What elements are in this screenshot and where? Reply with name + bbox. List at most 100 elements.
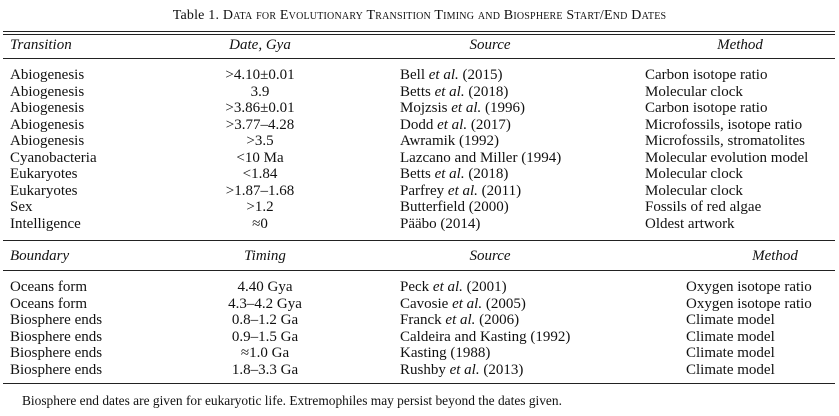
row-method: Microfossils, isotope ratio	[645, 116, 803, 133]
source-year: (2001)	[466, 279, 507, 295]
source-author: Mojzsis	[400, 100, 448, 116]
header-date: Date, Gya	[229, 37, 291, 53]
row-source: Kasting (1988)	[400, 345, 490, 362]
row-source: Butterfield (2000)	[400, 199, 509, 216]
row-source: Pääbo (2014)	[400, 216, 480, 233]
row-label: Oceans form	[10, 295, 88, 312]
row-date: <10 Ma	[236, 149, 284, 166]
row-source: Awramik (1992)	[400, 133, 499, 150]
source-author: Caldeira and Kasting (1992)	[400, 328, 571, 345]
row-source: Betts et al. (2018)	[400, 84, 508, 101]
row-method: Oxygen isotope ratio	[686, 279, 812, 295]
table-row: Abiogenesis 3.9 Betts et al. (2018) Molecul…	[0, 84, 839, 101]
table-row: Eukaryotes <1.84 Betts et al. (2018) Molecu…	[0, 166, 839, 183]
source-etal: et al.	[447, 182, 478, 199]
source-year: (2006)	[479, 312, 520, 328]
top-rule	[3, 31, 835, 32]
table-row: Abiogenesis >3.77–4.28 Dodd et al. (2017) M…	[0, 117, 839, 134]
table-row: Biosphere ends ≈1.0 Ga Kasting (1988) Clima…	[0, 345, 839, 362]
row-date: 0.8–1.2 Ga	[231, 312, 299, 328]
table-title-text: Data for Evolutionary Transition Timing …	[222, 8, 667, 23]
row-date: ≈1.0 Ga	[240, 345, 290, 361]
source-etal: et al.	[445, 312, 476, 328]
row-date: 1.8–3.3 Ga	[231, 361, 299, 378]
table-title: Table 1. Data for Evolutionary Transitio…	[0, 8, 839, 24]
source-author: Bell	[400, 67, 425, 83]
source-author: Rushby	[400, 361, 446, 378]
row-source: Franck et al. (2006)	[400, 312, 519, 329]
header-timing: Timing	[244, 248, 286, 264]
source-author: Peck	[400, 279, 430, 295]
table-row: Eukaryotes >1.87–1.68 Parfrey et al. (2011…	[0, 183, 839, 200]
row-method: Molecular clock	[645, 182, 743, 199]
header-method: Method	[717, 37, 763, 53]
table-row: Abiogenesis >3.5 Awramik (1992) Microfossil…	[0, 133, 839, 150]
row-method: Carbon isotope ratio	[645, 67, 768, 83]
row-method: Oxygen isotope ratio	[686, 295, 812, 312]
row-label: Abiogenesis	[10, 83, 85, 100]
row-label: Abiogenesis	[10, 100, 85, 116]
source-year: (2015)	[462, 67, 503, 83]
source-year: (2013)	[483, 361, 524, 378]
source-etal: et al.	[452, 295, 483, 312]
row-date: 4.40 Gya	[237, 279, 293, 295]
table-row: Abiogenesis >4.10±0.01 Bell et al. (2015) C…	[0, 67, 839, 84]
row-method: Molecular evolution model	[645, 149, 809, 166]
header-source: Source	[469, 37, 511, 53]
row-method: Fossils of red algae	[645, 199, 762, 215]
row-method: Climate model	[686, 361, 775, 378]
row-date: >3.86±0.01	[225, 100, 295, 116]
row-date: >3.5	[246, 133, 274, 149]
row-method: Climate model	[686, 328, 775, 345]
row-date: 3.9	[250, 83, 270, 100]
row-source: Caldeira and Kasting (1992)	[400, 329, 570, 346]
row-source: Betts et al. (2018)	[400, 166, 508, 183]
source-author: Cavosie	[400, 295, 449, 312]
row-source: Lazcano and Miller (1994)	[400, 150, 561, 167]
row-method: Climate model	[686, 345, 775, 361]
boundaries-header-rule	[3, 270, 835, 271]
source-author: Awramik (1992)	[400, 133, 500, 149]
row-date: ≈0	[252, 215, 268, 232]
row-source: Peck et al. (2001)	[400, 279, 507, 296]
row-source: Rushby et al. (2013)	[400, 362, 523, 379]
table-row: Oceans form 4.40 Gya Peck et al. (2001) Oxy…	[0, 279, 839, 296]
source-author: Butterfield (2000)	[400, 199, 509, 215]
row-label: Biosphere ends	[10, 312, 103, 328]
bottom-rule	[3, 383, 835, 384]
row-date: >3.77–4.28	[225, 116, 295, 133]
row-date: >1.2	[246, 199, 274, 215]
source-etal: et al.	[449, 361, 480, 378]
row-date: >1.87–1.68	[225, 182, 295, 199]
row-label: Cyanobacteria	[10, 149, 97, 166]
row-method: Oldest artwork	[645, 215, 735, 232]
source-etal: et al.	[434, 83, 465, 100]
source-author: Pääbo (2014)	[400, 215, 481, 232]
row-method: Microfossils, stromatolites	[645, 133, 805, 149]
row-date: 0.9–1.5 Ga	[231, 328, 299, 345]
source-year: (2018)	[468, 166, 509, 182]
row-label: Eukaryotes	[10, 166, 78, 182]
header-transition: Transition	[10, 37, 72, 53]
source-author: Franck	[400, 312, 442, 328]
transitions-section: Transition Date, Gya Source Method Abiog…	[0, 37, 839, 237]
source-etal: et al.	[432, 279, 463, 295]
row-source: Mojzsis et al. (1996)	[400, 100, 525, 117]
row-source: Parfrey et al. (2011)	[400, 183, 521, 200]
table-row: Biosphere ends 0.9–1.5 Ga Caldeira and Kas…	[0, 329, 839, 346]
source-year: (1996)	[485, 100, 526, 116]
row-method: Carbon isotope ratio	[645, 100, 768, 116]
row-method: Climate model	[686, 312, 775, 328]
source-year: (2005)	[485, 295, 526, 312]
source-author: Dodd	[400, 116, 434, 133]
row-label: Oceans form	[10, 279, 88, 295]
header-boundary: Boundary	[10, 248, 70, 264]
source-author: Parfrey	[400, 182, 445, 199]
row-label: Abiogenesis	[10, 67, 85, 83]
row-label: Abiogenesis	[10, 116, 85, 133]
source-year: (2018)	[468, 83, 509, 100]
middle-rule	[3, 240, 835, 241]
source-author: Lazcano and Miller (1994)	[400, 149, 562, 166]
source-author: Betts	[400, 83, 431, 100]
table-row: Biosphere ends 0.8–1.2 Ga Franck et al. (2…	[0, 312, 839, 329]
